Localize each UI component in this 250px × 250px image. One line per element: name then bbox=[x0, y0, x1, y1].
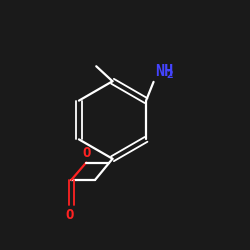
Text: O: O bbox=[66, 208, 74, 222]
Text: 2: 2 bbox=[167, 70, 173, 80]
Text: NH: NH bbox=[156, 64, 174, 80]
Text: O: O bbox=[82, 146, 90, 160]
